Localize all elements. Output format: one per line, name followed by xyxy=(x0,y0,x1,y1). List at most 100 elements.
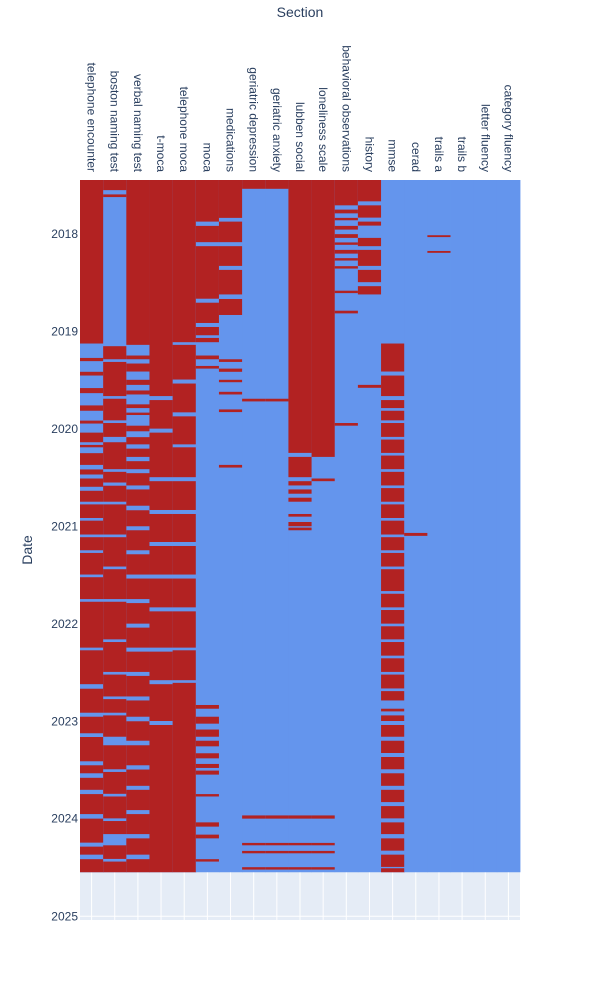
heatmap-cell-present xyxy=(103,504,127,535)
heatmap-cell-absent xyxy=(334,180,359,873)
y-tick-label: 2022 xyxy=(51,617,78,631)
heatmap-cell-present xyxy=(381,674,405,689)
heatmap-column xyxy=(242,180,266,873)
heatmap-cell-present xyxy=(80,490,104,502)
heatmap-cell-present xyxy=(80,794,104,815)
heatmap-cell-present xyxy=(381,610,405,624)
heatmap-cell-present xyxy=(218,298,243,315)
heatmap-cell-present xyxy=(80,537,104,551)
heatmap-cell-present xyxy=(334,249,359,254)
heatmap-cell-present xyxy=(149,611,174,648)
heatmap-cell-present xyxy=(242,842,266,846)
heatmap-cell-present xyxy=(218,246,243,266)
heatmap-cell-present xyxy=(80,469,104,475)
heatmap-cell-present xyxy=(126,363,150,372)
heatmap-cell-present xyxy=(242,850,266,854)
heatmap-cell-present xyxy=(126,530,150,551)
heatmap-cell-absent xyxy=(195,180,220,873)
heatmap-cell-present xyxy=(195,740,220,747)
heatmap-cell-present xyxy=(265,180,289,189)
heatmap-cell-present xyxy=(334,217,359,221)
y-tick-label: 2019 xyxy=(51,325,78,339)
heatmap-cell-present xyxy=(103,471,127,483)
heatmap-cell-present xyxy=(195,246,220,299)
heatmap-cell-present xyxy=(80,444,104,448)
heatmap-cell-present xyxy=(149,578,174,608)
heatmap-cell-present xyxy=(218,269,243,295)
heatmap-cell-present xyxy=(195,822,220,827)
x-tick-label: boston naming test xyxy=(108,71,122,173)
heatmap-cell-present xyxy=(126,769,150,786)
heatmap-cell-present xyxy=(381,471,405,486)
heatmap-cell-present xyxy=(126,651,150,672)
heatmap-column xyxy=(172,180,197,873)
heatmap-cell-absent xyxy=(265,180,289,873)
heatmap-cell-present xyxy=(381,400,405,409)
heatmap-cell-absent xyxy=(357,180,382,873)
heatmap-column xyxy=(218,180,243,873)
heatmap-cell-present xyxy=(149,651,174,681)
heatmap-cell-present xyxy=(103,180,127,191)
heatmap-cell-present xyxy=(334,423,359,426)
x-tick-label: telephone encounter xyxy=(85,63,99,172)
heatmap-cell-present xyxy=(126,355,150,360)
heatmap-cell-present xyxy=(195,704,220,709)
heatmap-cell-absent xyxy=(427,180,451,873)
heatmap-cell-present xyxy=(80,504,104,518)
x-tick-label: geriatric depression xyxy=(247,67,261,172)
heatmap-cell-present xyxy=(195,355,220,360)
heatmap-cell-absent xyxy=(496,180,521,873)
x-tick-label: lubben social xyxy=(293,102,307,172)
heatmap-cell-present xyxy=(126,425,150,432)
heatmap-cell-present xyxy=(80,737,104,762)
heatmap-cell-present xyxy=(80,650,104,685)
heatmap-cell-present xyxy=(288,489,312,494)
heatmap-cell-present xyxy=(357,384,382,388)
heatmap-cell-present xyxy=(80,688,104,713)
heatmap-cell-present xyxy=(103,569,127,600)
heatmap-cell-present xyxy=(288,497,312,502)
heatmap-cell-present xyxy=(103,715,127,737)
heatmap-cell-present xyxy=(80,846,104,855)
heatmap-cell-present xyxy=(311,815,336,819)
heatmap-cell-present xyxy=(149,432,174,478)
heatmap-column xyxy=(473,180,498,873)
heatmap-cell-present xyxy=(242,180,266,189)
heatmap-cell-present xyxy=(172,545,197,575)
heatmap-cell-present xyxy=(195,763,220,768)
heatmap-cell-present xyxy=(288,815,312,819)
heatmap-cell-present xyxy=(288,527,312,531)
heatmap-cell-present xyxy=(126,412,150,416)
heatmap-cell-absent xyxy=(218,180,243,873)
heatmap-cell-present xyxy=(381,626,405,640)
heatmap-cell-present xyxy=(381,552,405,567)
heatmap-column xyxy=(496,180,521,873)
heatmap-cell-present xyxy=(103,398,127,421)
heatmap-cell-present xyxy=(195,302,220,323)
heatmap-cell-present xyxy=(172,650,197,681)
heatmap-cell-present xyxy=(381,691,405,701)
heatmap-cell-present xyxy=(126,390,150,395)
heatmap-cell-present xyxy=(126,603,150,624)
heatmap-cell-present xyxy=(381,455,405,470)
y-tick-label: 2020 xyxy=(51,422,78,436)
heatmap-cell-present xyxy=(126,578,150,600)
heatmap-cell-present xyxy=(149,724,174,873)
heatmap-cell-present xyxy=(381,757,405,770)
x-tick-label: cerad xyxy=(409,142,423,172)
heatmap-column xyxy=(357,180,382,873)
x-tick-label: medications xyxy=(224,108,238,172)
heatmap-cell-present xyxy=(80,453,104,465)
heatmap-cell-present xyxy=(195,729,220,737)
heatmap-cell-present xyxy=(288,842,312,846)
heatmap-cell-present xyxy=(172,416,197,445)
heatmap-cell-present xyxy=(265,850,289,854)
heatmap-cell-present xyxy=(126,489,150,506)
heatmap-cell-present xyxy=(103,796,127,819)
heatmap-cell-present xyxy=(126,437,150,445)
heatmap-cell-present xyxy=(218,221,243,243)
heatmap-cell-present xyxy=(381,854,405,867)
heatmap-cell-present xyxy=(126,554,150,575)
heatmap-cell-present xyxy=(126,627,150,648)
